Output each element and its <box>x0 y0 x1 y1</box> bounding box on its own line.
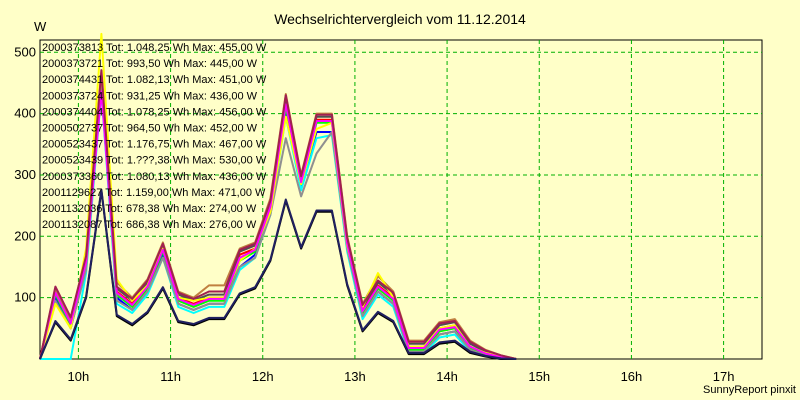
y-tick-label: 200 <box>14 228 36 243</box>
legend-entry-2: 2000373721 Tot: 993,50 Wh Max: 445,00 W <box>42 58 258 70</box>
legend-entry-6: 2000502737 Tot: 964,50 Wh Max: 452,00 W <box>42 123 258 135</box>
legend-entry-3: 2000374431 Tot: 1.082,13 Wh Max: 451,00 … <box>42 74 267 86</box>
y-tick-label: 300 <box>14 167 36 182</box>
x-tick-label: 12h <box>252 369 274 384</box>
x-tick-label: 14h <box>436 369 458 384</box>
x-tick-label: 10h <box>68 369 90 384</box>
x-tick-label: 15h <box>528 369 550 384</box>
legend-entry-4: 2000373724 Tot: 931,25 Wh Max: 436,00 W <box>42 90 258 102</box>
x-tick-label: 16h <box>621 369 643 384</box>
footer-text: SunnyReport pinxit <box>703 384 796 396</box>
series-line-10 <box>39 69 517 360</box>
chart-title: Wechselrichtervergleich vom 11.12.2014 <box>274 11 526 27</box>
legend-entry-8: 2000523439 Tot: 1.???,38 Wh Max: 530,00 … <box>42 155 267 167</box>
y-tick-label: 100 <box>14 290 36 305</box>
y-axis-label: W <box>34 19 47 34</box>
x-tick-label: 13h <box>344 369 366 384</box>
series-line-12 <box>39 188 517 360</box>
y-tick-label: 400 <box>14 106 36 121</box>
legend-entry-10: 2001129627 Tot: 1.159,00 Wh Max: 471,00 … <box>42 187 266 199</box>
x-tick-label: 17h <box>713 369 735 384</box>
legend-entry-11: 2001132036 Tot: 678,38 Wh Max: 274,00 W <box>42 203 257 215</box>
plot-frame <box>39 39 763 360</box>
series-line-9 <box>39 90 517 360</box>
plot-area: 100 200 300 400 500 10h 11h 12h 13h 14h 15h 16h 17h 2… <box>14 32 763 384</box>
legend-entry-7: 2000523437 Tot: 1.176,75 Wh Max: 467,00 … <box>42 139 267 151</box>
series-line-6 <box>39 80 517 360</box>
legend-entry-12: 2001132087 Tot: 686,38 Wh Max: 276,00 W <box>42 219 257 231</box>
legend-entry-1: 2000373813 Tot: 1.048,25 Wh Max: 455,00 … <box>42 42 267 54</box>
legend-entry-5: 2000374404 Tot: 1.078,25 Wh Max: 456,00 … <box>42 106 267 118</box>
y-tick-label: 500 <box>14 44 36 59</box>
legend-entry-9: 2000373360 Tot: 1.080,13 Wh Max: 436,00 … <box>42 171 267 183</box>
x-tick-label: 11h <box>160 369 181 384</box>
